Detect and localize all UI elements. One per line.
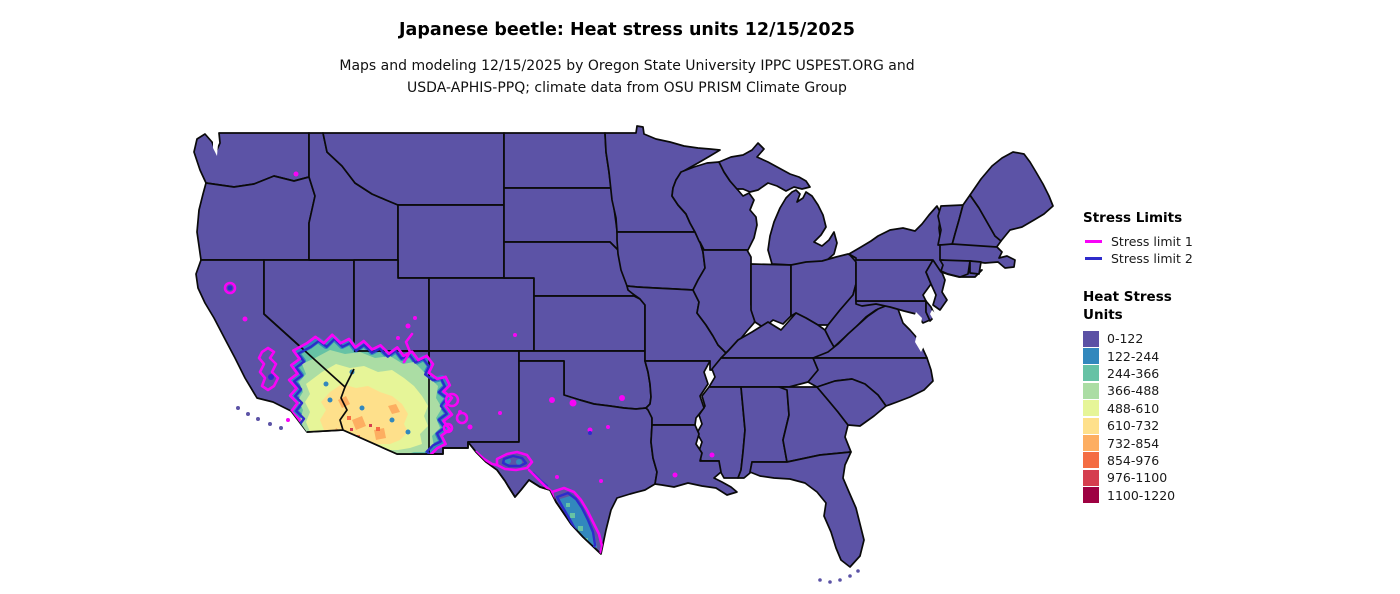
legend-class-row: 488-610 (1083, 400, 1313, 417)
class-swatch (1083, 348, 1099, 365)
legend-class-row: 976-1100 (1083, 469, 1313, 486)
state-florida (749, 451, 865, 568)
class-label: 366-488 (1107, 383, 1160, 399)
legend-class-row: 854-976 (1083, 452, 1313, 469)
class-swatch (1083, 330, 1099, 347)
hotspot-class-976-1100 (350, 424, 372, 431)
class-swatch (1083, 435, 1099, 452)
island-specks (236, 406, 860, 584)
stress-limit-1-label: Stress limit 1 (1111, 234, 1193, 249)
border-redraw (263, 313, 602, 555)
state-michigan (767, 189, 838, 266)
stress-limit-1-dots (242, 171, 715, 483)
stress-limit-1-line-swatch (1085, 240, 1102, 243)
class-swatch (1083, 487, 1099, 504)
legend-item-stress-limit-2: Stress limit 2 (1083, 250, 1313, 267)
state-south-carolina (816, 378, 887, 427)
state-maine (969, 151, 1054, 242)
subtitle: Maps and modeling 12/15/2025 by Oregon S… (0, 55, 1254, 99)
state-indiana (750, 263, 792, 329)
stress-limit-2-dots (227, 285, 592, 435)
stress-limits-legend-title: Stress Limits (1083, 210, 1183, 226)
legend-class-row: 244-366 (1083, 365, 1313, 382)
class-label: 244-366 (1107, 365, 1160, 381)
chesapeake-bay (913, 312, 926, 352)
state-wyoming (397, 204, 505, 279)
state-north-dakota (503, 132, 612, 189)
legend-class-row: 732-854 (1083, 434, 1313, 452)
class-label: 122-244 (1107, 348, 1160, 364)
heat-stress-classes: 0-122 122-244 244-366 366-488 488-610 61… (1083, 330, 1313, 504)
page-title: Japanese beetle: Heat stress units 12/15… (399, 20, 855, 40)
class-swatch (1083, 469, 1099, 486)
state-iowa (616, 231, 706, 291)
delaware-bay (930, 310, 938, 321)
class-swatch (1083, 382, 1099, 399)
state-kansas (533, 295, 646, 352)
heat-stress-units-legend-title: Heat Stress Units (1083, 289, 1172, 323)
class-swatch (1083, 400, 1099, 417)
legend-class-row: 366-488 (1083, 382, 1313, 399)
subtitle-line1: Maps and modeling 12/15/2025 by Oregon S… (339, 58, 915, 74)
legend-class-row: 122-244 (1083, 347, 1313, 365)
class-label: 488-610 (1107, 400, 1160, 416)
legend: Stress Limits Stress limit 1 Stress limi… (1083, 210, 1313, 504)
class-label: 854-976 (1107, 452, 1160, 468)
state-pennsylvania (848, 253, 934, 302)
stress-limit-2-line-swatch (1085, 257, 1102, 260)
state-michigan-up (718, 142, 811, 193)
class-label: 1100-1220 (1107, 487, 1176, 503)
state-washington (193, 132, 310, 188)
class-swatch (1083, 452, 1099, 469)
state-connecticut (939, 259, 971, 278)
state-rhode-island (969, 260, 982, 275)
state-colorado (428, 277, 535, 352)
state-louisiana (650, 424, 738, 496)
water-inlets (213, 138, 938, 352)
class-label: 976-1100 (1107, 470, 1168, 486)
subtitle-line2: USDA-APHIS-PPQ; climate data from OSU PR… (407, 80, 847, 96)
class-swatch (1083, 417, 1099, 434)
state-oregon (196, 175, 316, 261)
class-label: 732-854 (1107, 435, 1160, 451)
class-label: 610-732 (1107, 418, 1160, 434)
class-swatch (1083, 365, 1099, 382)
state-south-dakota (503, 187, 619, 251)
stress-limit-2-label: Stress limit 2 (1111, 251, 1193, 266)
class-label: 0-122 (1107, 331, 1144, 347)
legend-class-row: 1100-1220 (1083, 487, 1313, 504)
puget-sound (213, 138, 218, 156)
legend-item-stress-limit-1: Stress limit 1 (1083, 233, 1313, 250)
legend-class-row: 0-122 (1083, 330, 1313, 347)
legend-class-row: 610-732 (1083, 417, 1313, 434)
